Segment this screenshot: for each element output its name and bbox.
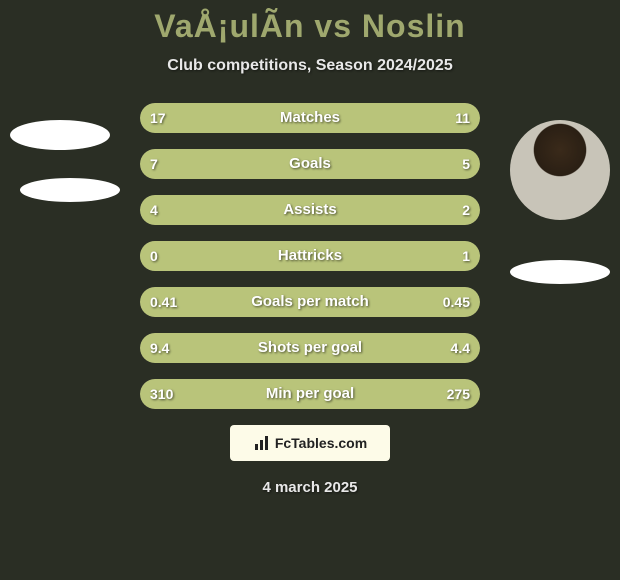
stat-bar: 17 Matches 11: [140, 103, 480, 133]
player-right-avatar: [510, 120, 610, 220]
stat-label: Assists: [140, 195, 480, 225]
stat-bar: 0.41 Goals per match 0.45: [140, 287, 480, 317]
stat-bar: 4 Assists 2: [140, 195, 480, 225]
footer-date: 4 march 2025: [0, 479, 620, 496]
stat-label: Goals per match: [140, 287, 480, 317]
stat-label: Shots per goal: [140, 333, 480, 363]
player-left-shape-1: [10, 120, 110, 150]
stat-value-right: 1: [462, 241, 470, 271]
player-right-shape: [510, 260, 610, 284]
brand-text: FcTables.com: [275, 435, 367, 451]
stat-bar: 310 Min per goal 275: [140, 379, 480, 409]
page-title: VaÅ¡ulÃ­n vs Noslin: [0, 0, 620, 45]
stat-label: Goals: [140, 149, 480, 179]
stat-value-right: 275: [447, 379, 470, 409]
stats-container: 17 Matches 11 7 Goals 5 4 Assists 2 0 Ha…: [140, 103, 480, 409]
stat-label: Min per goal: [140, 379, 480, 409]
stat-label: Matches: [140, 103, 480, 133]
subtitle: Club competitions, Season 2024/2025: [0, 57, 620, 75]
stat-value-right: 11: [455, 103, 470, 133]
brand-logo[interactable]: FcTables.com: [230, 425, 390, 461]
stat-bar: 9.4 Shots per goal 4.4: [140, 333, 480, 363]
avatar-image: [510, 120, 610, 220]
player-left-shape-2: [20, 178, 120, 202]
stat-value-right: 2: [462, 195, 470, 225]
stat-bar: 0 Hattricks 1: [140, 241, 480, 271]
stat-value-right: 5: [462, 149, 470, 179]
stat-bar: 7 Goals 5: [140, 149, 480, 179]
stat-value-right: 4.4: [451, 333, 470, 363]
chart-icon: [253, 434, 271, 452]
stat-label: Hattricks: [140, 241, 480, 271]
stat-value-right: 0.45: [443, 287, 470, 317]
